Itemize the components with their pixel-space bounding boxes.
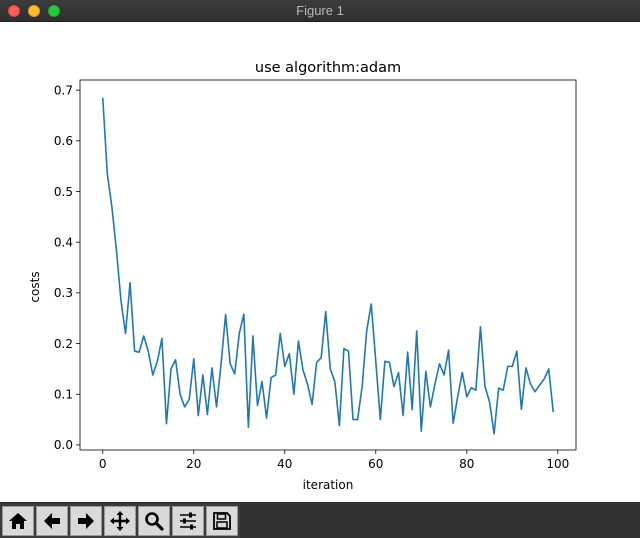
y-tick-label: 0.6 [54, 134, 73, 148]
save-button[interactable] [206, 506, 238, 536]
x-axis: 0 20 40 60 80 100 [99, 450, 569, 471]
arrow-right-icon [78, 513, 94, 529]
y-axis-label: costs [28, 271, 42, 302]
y-tick-label: 0.0 [54, 438, 73, 452]
figure-canvas: 0 20 40 60 80 100 0.0 0.1 0.2 0.3 0.4 0.5 0.6 0.7 us… [0, 22, 640, 502]
y-tick-label: 0.1 [54, 388, 73, 402]
forward-button[interactable] [70, 506, 102, 536]
y-axis: 0.0 0.1 0.2 0.3 0.4 0.5 0.6 0.7 [54, 83, 80, 452]
x-tick-label: 0 [99, 457, 107, 471]
y-tick-label: 0.4 [54, 235, 73, 249]
plot-area [80, 80, 576, 450]
pan-button[interactable] [104, 506, 136, 536]
y-tick-label: 0.2 [54, 337, 73, 351]
close-window-button[interactable] [8, 5, 20, 17]
chart-title: use algorithm:adam [255, 60, 401, 76]
toolbar-button-strip [0, 504, 240, 538]
series-line-0 [101, 97, 555, 435]
navigation-toolbar [0, 502, 640, 538]
home-button[interactable] [2, 506, 34, 536]
y-tick-label: 0.7 [54, 83, 73, 97]
window-title: Figure 1 [296, 3, 344, 18]
minimize-window-button[interactable] [28, 5, 40, 17]
x-tick-label: 40 [277, 457, 292, 471]
configure-subplots-button[interactable] [172, 506, 204, 536]
back-button[interactable] [36, 506, 68, 536]
zoom-button[interactable] [138, 506, 170, 536]
window-titlebar: Figure 1 [0, 0, 640, 22]
x-tick-label: 80 [459, 457, 474, 471]
axes-frame [79, 79, 577, 451]
line-chart: 0 20 40 60 80 100 0.0 0.1 0.2 0.3 0.4 0.5 0.6 0.7 us… [28, 60, 577, 492]
magnifier-icon [145, 512, 164, 531]
home-icon [9, 513, 27, 529]
series-layer [101, 97, 555, 435]
move-icon [110, 511, 130, 531]
arrow-left-icon [44, 513, 60, 529]
maximize-window-button[interactable] [48, 5, 60, 17]
x-tick-label: 60 [368, 457, 383, 471]
x-tick-label: 100 [546, 457, 569, 471]
floppy-disk-icon [213, 512, 231, 530]
y-tick-label: 0.3 [54, 286, 73, 300]
x-tick-label: 20 [186, 457, 201, 471]
y-tick-label: 0.5 [54, 185, 73, 199]
sliders-icon [180, 512, 196, 530]
x-axis-label: iteration [303, 478, 354, 492]
